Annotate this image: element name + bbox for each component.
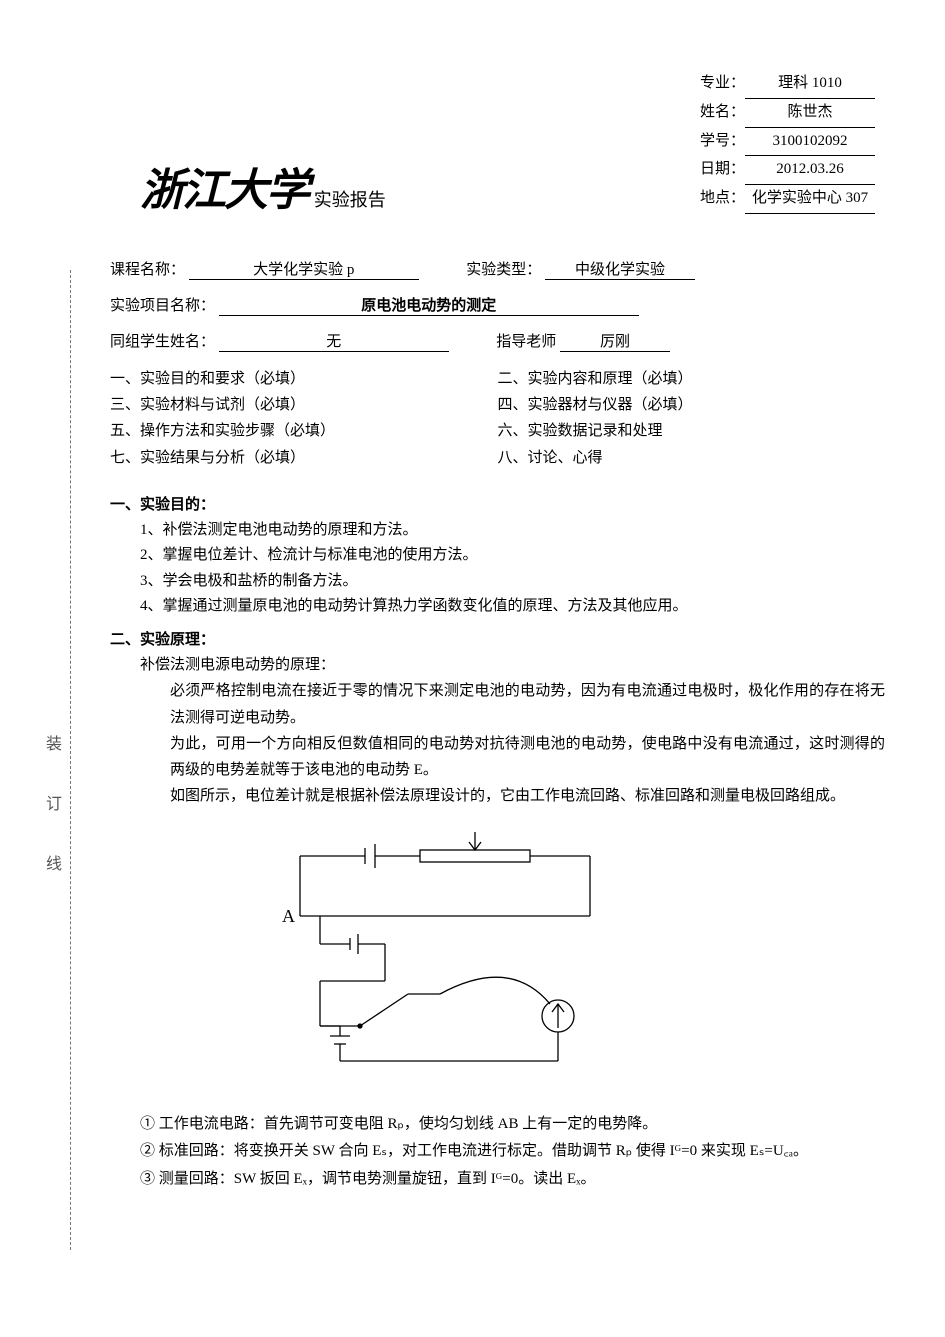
toc-4: 四、实验器材与仪器（必填） bbox=[498, 392, 886, 418]
course-value: 大学化学实验 p bbox=[189, 258, 419, 280]
note-3: ③ 测量回路：SW 扳回 Eₓ，调节电势测量旋钮，直到 Iᴳ=0。读出 Eₓ。 bbox=[140, 1166, 885, 1194]
loc-value: 化学实验中心 307 bbox=[745, 185, 875, 214]
teacher-value: 厉刚 bbox=[560, 330, 670, 352]
binding-char-2: 订 bbox=[46, 790, 64, 814]
sec1-p4: 4、掌握通过测量原电池的电动势计算热力学函数变化值的原理、方法及其他应用。 bbox=[140, 594, 885, 620]
toc-8: 八、讨论、心得 bbox=[498, 445, 886, 471]
mate-value: 无 bbox=[219, 330, 449, 352]
page: 浙江大学 实验报告 专业：理科 1010 姓名：陈世杰 学号：310010209… bbox=[0, 0, 945, 1337]
date-label: 日期： bbox=[700, 161, 745, 177]
date-value: 2012.03.26 bbox=[745, 156, 875, 185]
type-label: 实验类型： bbox=[466, 262, 541, 278]
course-label: 课程名称： bbox=[110, 262, 185, 278]
student-info: 专业：理科 1010 姓名：陈世杰 学号：3100102092 日期：2012.… bbox=[700, 70, 875, 218]
section-2-title: 二、实验原理： bbox=[110, 628, 885, 649]
major-value: 理科 1010 bbox=[745, 70, 875, 99]
logo: 浙江大学 实验报告 bbox=[140, 154, 386, 218]
teacher-label: 指导老师 bbox=[496, 334, 556, 350]
sec1-p2: 2、掌握电位差计、检流计与标准电池的使用方法。 bbox=[140, 543, 885, 569]
report-label: 实验报告 bbox=[314, 186, 386, 218]
toc: 一、实验目的和要求（必填） 二、实验内容和原理（必填） 三、实验材料与试剂（必填… bbox=[110, 366, 885, 471]
toc-1: 一、实验目的和要求（必填） bbox=[110, 366, 498, 392]
sec2-sub: 补偿法测电源电动势的原理： bbox=[140, 653, 885, 679]
binding-line bbox=[70, 270, 71, 1250]
id-value: 3100102092 bbox=[745, 128, 875, 157]
proj-label: 实验项目名称： bbox=[110, 298, 215, 314]
course-line: 课程名称： 大学化学实验 p 实验类型： 中级化学实验 bbox=[110, 258, 885, 280]
project-line: 实验项目名称： 原电池电动势的测定 bbox=[110, 294, 885, 316]
toc-7: 七、实验结果与分析（必填） bbox=[110, 445, 498, 471]
major-label: 专业： bbox=[700, 75, 745, 91]
loc-label: 地点： bbox=[700, 190, 745, 206]
note-1: ① 工作电流电路：首先调节可变电阻 Rₚ，使均匀划线 AB 上有一定的电势降。 bbox=[140, 1111, 885, 1139]
id-label: 学号： bbox=[700, 133, 745, 149]
logo-calligraphy: 浙江大学 bbox=[140, 154, 308, 218]
name-label: 姓名： bbox=[700, 104, 745, 120]
mate-line: 同组学生姓名： 无 指导老师 厉刚 bbox=[110, 330, 885, 352]
proj-value: 原电池电动势的测定 bbox=[219, 294, 639, 316]
toc-6: 六、实验数据记录和处理 bbox=[498, 418, 886, 444]
sec2-p1: 必须严格控制电流在接近于零的情况下来测定电池的电动势，因为有电流通过电极时，极化… bbox=[170, 678, 885, 731]
header: 浙江大学 实验报告 专业：理科 1010 姓名：陈世杰 学号：310010209… bbox=[110, 70, 885, 218]
circuit-diagram: A bbox=[190, 826, 885, 1091]
toc-3: 三、实验材料与试剂（必填） bbox=[110, 392, 498, 418]
sec1-p1: 1、补偿法测定电池电动势的原理和方法。 bbox=[140, 518, 885, 544]
circuit-notes: ① 工作电流电路：首先调节可变电阻 Rₚ，使均匀划线 AB 上有一定的电势降。 … bbox=[140, 1111, 885, 1194]
toc-5: 五、操作方法和实验步骤（必填） bbox=[110, 418, 498, 444]
type-value: 中级化学实验 bbox=[545, 258, 695, 280]
sec1-p3: 3、学会电极和盐桥的制备方法。 bbox=[140, 569, 885, 595]
note-2: ② 标准回路：将变换开关 SW 合向 Eₛ，对工作电流进行标定。借助调节 Rₚ … bbox=[140, 1138, 885, 1166]
sec2-p2: 为此，可用一个方向相反但数值相同的电动势对抗待测电池的电动势，使电路中没有电流通… bbox=[170, 731, 885, 784]
name-value: 陈世杰 bbox=[745, 99, 875, 128]
binding-char-1: 装 bbox=[46, 730, 64, 754]
svg-text:A: A bbox=[282, 906, 295, 926]
toc-2: 二、实验内容和原理（必填） bbox=[498, 366, 886, 392]
section-1-title: 一、实验目的： bbox=[110, 493, 885, 514]
binding-char-3: 线 bbox=[46, 850, 64, 874]
sec2-p3: 如图所示，电位差计就是根据补偿法原理设计的，它由工作电流回路、标准回路和测量电极… bbox=[170, 783, 885, 809]
mate-label: 同组学生姓名： bbox=[110, 334, 215, 350]
